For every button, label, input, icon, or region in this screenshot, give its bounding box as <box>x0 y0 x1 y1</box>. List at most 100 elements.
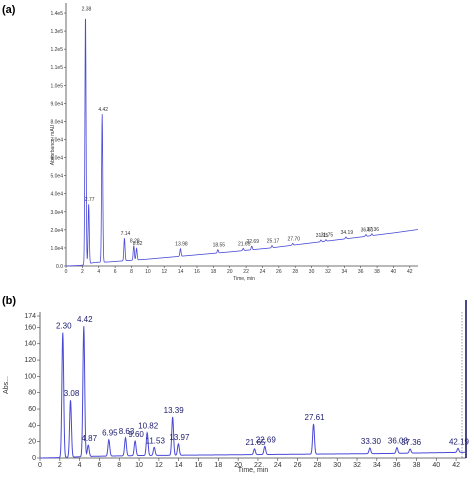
x-tick-label: 26 <box>276 269 282 275</box>
y-tick-label: 120 <box>24 357 36 364</box>
chromatogram-a: 0.0 1.0e4 2.0e4 3.0e4 4.0e4 5.0e4 6.0e4 7.0e4 8.… <box>50 3 419 282</box>
x-tick-label: 0 <box>38 462 42 469</box>
x-tick-label: 32 <box>325 269 331 275</box>
y-tick-label: 60 <box>28 406 36 413</box>
x-tick-label: 20 <box>227 269 233 275</box>
y-tick-label: 8.0e4 <box>50 119 63 125</box>
x-ticks-a: 0 2 4 6 8 10 12 14 16 18 20 22 24 26 28 30 32 34 36 38 40 42 <box>65 266 413 275</box>
x-tick-label: 36 <box>393 462 401 469</box>
x-tick-label: 0 <box>65 269 68 275</box>
x-tick-label: 30 <box>333 462 341 469</box>
x-tick-label: 30 <box>309 269 315 275</box>
y-tick-label: 9.0e4 <box>50 101 63 107</box>
x-ticks-b: 0 2 4 6 8 10 12 14 16 18 20 22 24 26 28 30 32 34 36 38 40 42 <box>38 458 460 469</box>
y-tick-label: 174 <box>24 313 36 320</box>
y-tick-label: 140 <box>24 341 36 348</box>
y-tick-label: 40 <box>28 422 36 429</box>
x-tick-label: 16 <box>195 462 203 469</box>
x-tick-label: 22 <box>254 462 262 469</box>
y-tick-label: 6.0e4 <box>50 156 63 162</box>
x-tick-label: 10 <box>135 462 143 469</box>
peak-label: 6.95 <box>102 429 118 438</box>
x-tick-label: 42 <box>452 462 460 469</box>
y-ticks-a: 0.0 1.0e4 2.0e4 3.0e4 4.0e4 5.0e4 6.0e4 7.0e4 8.… <box>50 11 66 270</box>
x-tick-label: 8 <box>117 462 121 469</box>
y-tick-label: 0.0 <box>56 264 63 270</box>
peak-label: 31.75 <box>321 233 334 239</box>
x-tick-label: 28 <box>292 269 298 275</box>
y-tick-label: 1.1e5 <box>50 65 63 71</box>
peak-label: 22.69 <box>246 239 259 245</box>
peak-label: 4.87 <box>81 434 97 443</box>
x-tick-label: 42 <box>407 269 413 275</box>
peak-label: 36.03 <box>388 437 409 446</box>
peak-label: 36.63 <box>361 228 374 234</box>
x-tick-label: 6 <box>97 462 101 469</box>
x-tick-label: 24 <box>260 269 266 275</box>
peak-label: 2.30 <box>56 322 72 331</box>
x-tick-label: 32 <box>353 462 361 469</box>
peak-label: 10.82 <box>138 422 159 431</box>
y-tick-label: 80 <box>28 390 36 397</box>
x-tick-label: 14 <box>178 269 184 275</box>
peak-label: 13.98 <box>175 242 188 248</box>
x-tick-label: 4 <box>78 462 82 469</box>
peak-label: 8.28 <box>130 239 140 245</box>
trace-a <box>65 18 419 267</box>
y-tick-label: 5.0e4 <box>50 174 63 180</box>
x-tick-label: 6 <box>114 269 117 275</box>
x-tick-label: 2 <box>81 269 84 275</box>
peak-label: 21.65 <box>245 438 266 447</box>
x-tick-label: 40 <box>432 462 440 469</box>
x-tick-label: 16 <box>194 269 200 275</box>
peak-label: 33.30 <box>361 437 382 446</box>
peak-label: 2.38 <box>82 6 92 12</box>
x-tick-label: 38 <box>413 462 421 469</box>
x-tick-label: 26 <box>294 462 302 469</box>
y-tick-label: 1.2e5 <box>50 47 63 53</box>
x-tick-label: 14 <box>175 462 183 469</box>
peak-labels-b: 2.303.084.424.876.95 8.639.6010.8211.5313… <box>56 315 470 447</box>
x-tick-label: 18 <box>211 269 217 275</box>
x-tick-label: 12 <box>161 269 167 275</box>
panel-label-a: (a) <box>2 4 16 16</box>
peak-label: 27.61 <box>305 413 326 422</box>
y-tick-label: 1.3e5 <box>50 29 63 35</box>
peak-label: 27.70 <box>287 236 300 242</box>
peak-label: 2.77 <box>85 197 95 203</box>
x-axis-title-a: Time, min <box>233 276 255 282</box>
peak-label: 42.19 <box>449 437 470 446</box>
y-tick-label: 2.0e4 <box>50 228 63 234</box>
y-tick-label: 4.0e4 <box>50 192 63 198</box>
peak-label: 34.19 <box>341 230 354 236</box>
x-tick-label: 2 <box>58 462 62 469</box>
peak-label: 13.97 <box>169 433 190 442</box>
peak-label: 31.15 <box>316 233 329 239</box>
peak-label: 8.62 <box>133 241 143 247</box>
y-axis-title-a: Absorbance, mAU <box>50 124 56 165</box>
x-tick-label: 20 <box>234 462 242 469</box>
peak-label: 37.36 <box>401 438 422 447</box>
trace-b <box>39 326 466 459</box>
y-tick-label: 3.0e4 <box>50 210 63 216</box>
x-tick-label: 12 <box>155 462 163 469</box>
x-tick-label: 24 <box>274 462 282 469</box>
peak-label: 13.39 <box>164 406 185 415</box>
x-axis-title-b: Time, min <box>238 467 269 474</box>
y-tick-label: 1.0e5 <box>50 83 63 89</box>
peak-label: 18.55 <box>213 243 226 249</box>
peak-label: 9.60 <box>128 430 144 439</box>
peak-label: 3.08 <box>64 389 80 398</box>
peak-label: 7.14 <box>121 231 131 237</box>
x-tick-label: 22 <box>243 269 249 275</box>
y-tick-label: 100 <box>24 373 36 380</box>
x-tick-label: 34 <box>342 269 348 275</box>
peak-label: 37.36 <box>367 227 380 233</box>
x-tick-label: 28 <box>313 462 321 469</box>
x-tick-label: 38 <box>374 269 380 275</box>
y-axis-title-b: Abs... <box>3 376 10 394</box>
x-tick-label: 34 <box>373 462 381 469</box>
y-tick-label: 7.0e4 <box>50 138 63 144</box>
peak-label: 8.63 <box>119 427 135 436</box>
